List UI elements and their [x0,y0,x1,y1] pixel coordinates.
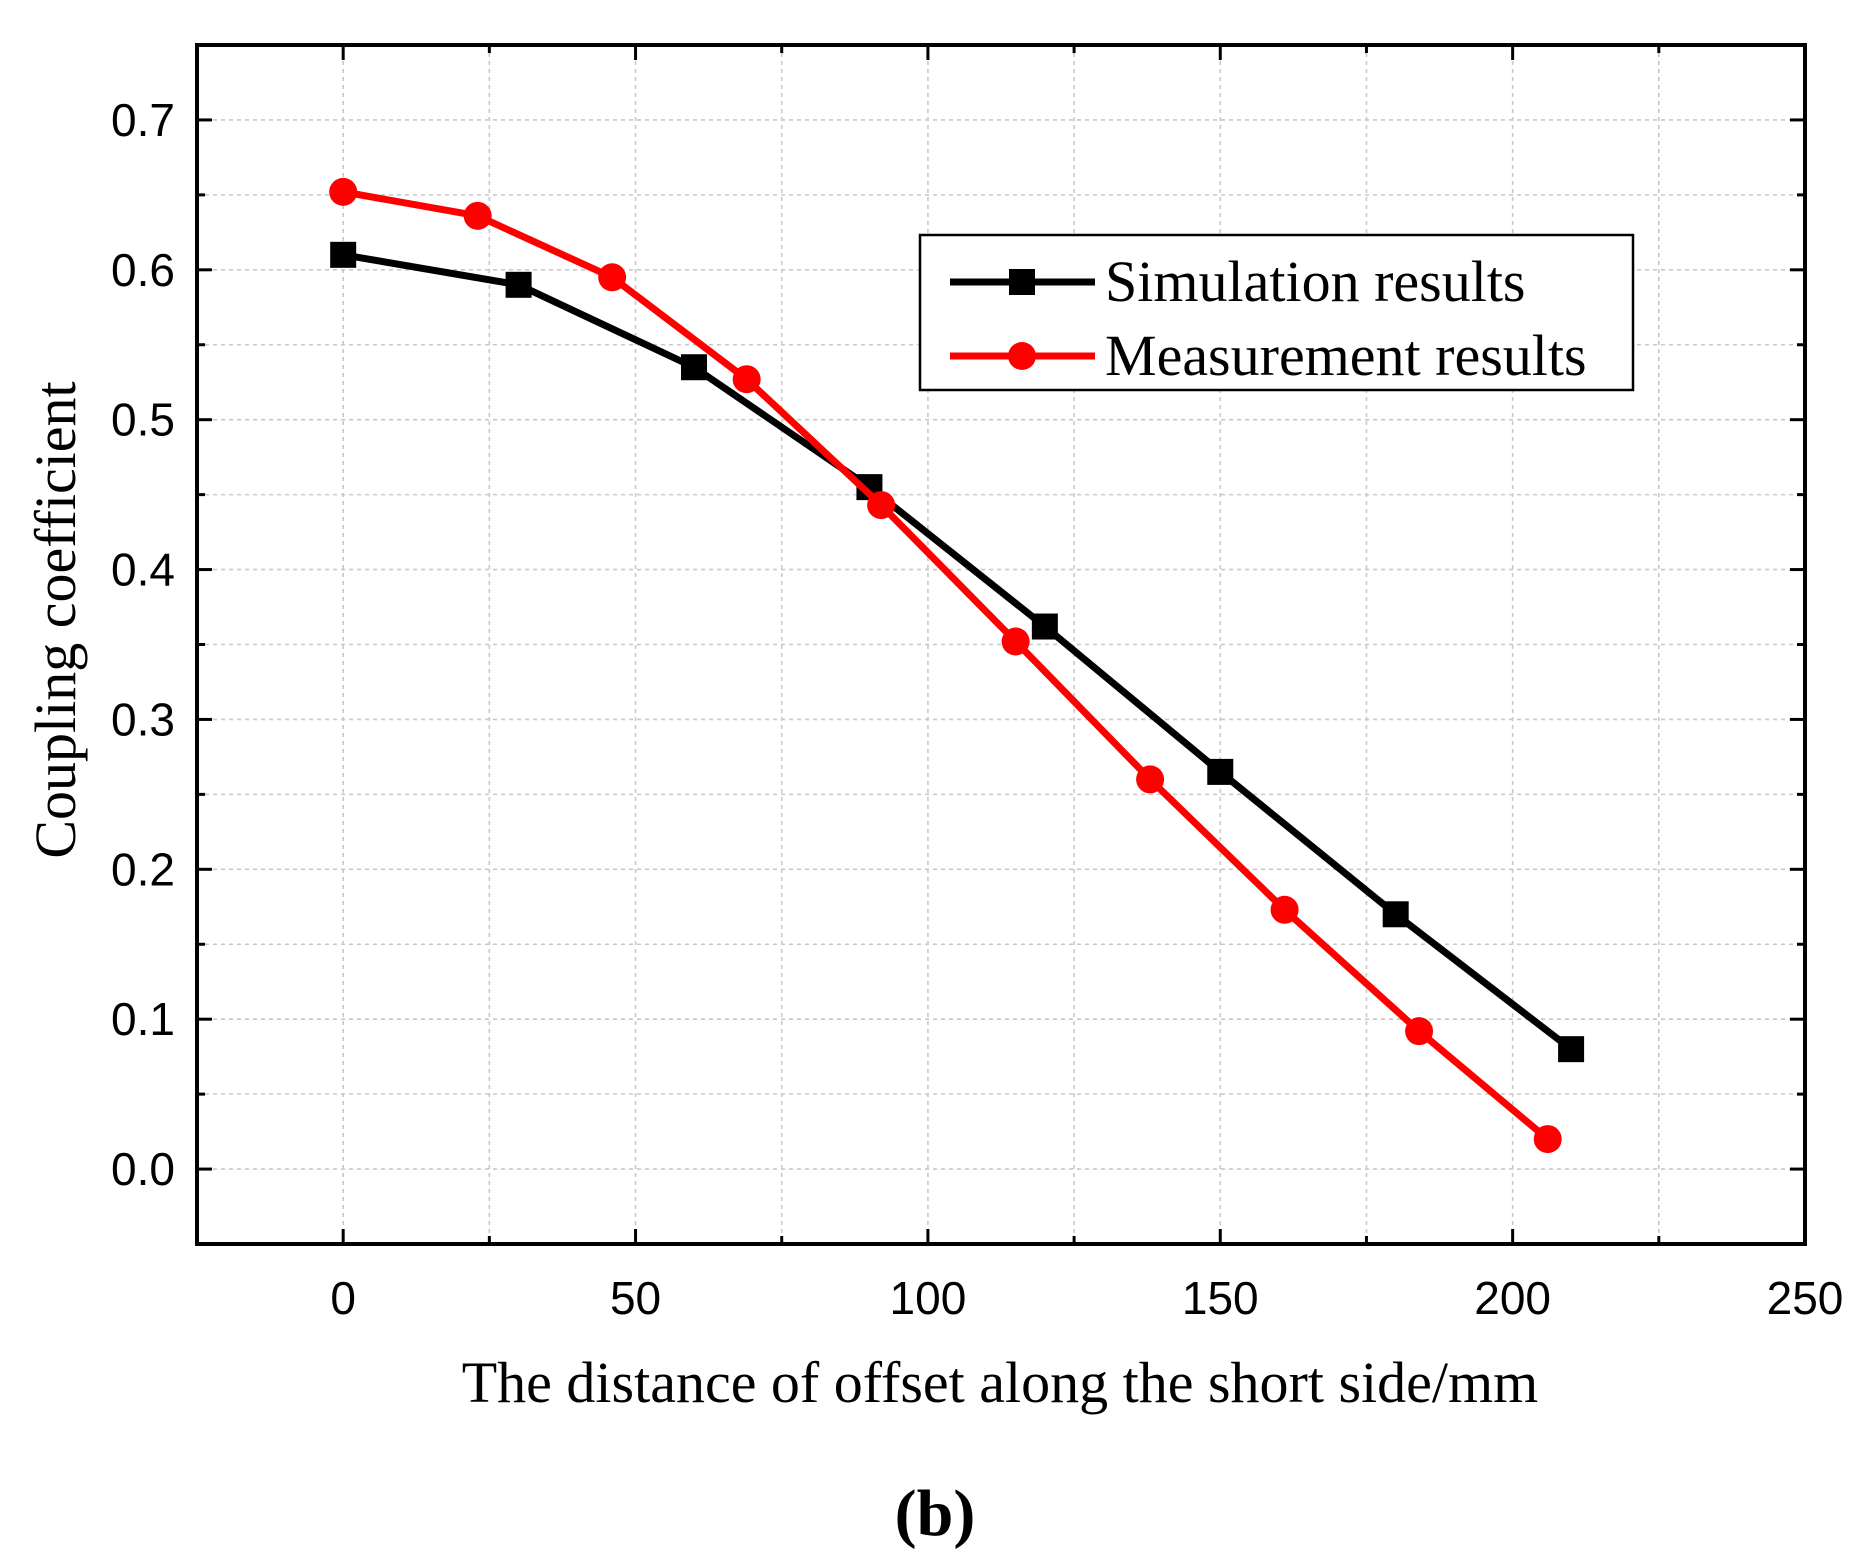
x-tick-label: 150 [1182,1272,1259,1324]
measurement-results-point [1270,895,1299,924]
y-tick-label: 0.5 [111,394,175,446]
y-tick-label: 0.2 [111,843,175,895]
x-axis-title: The distance of offset along the short s… [462,1350,1539,1415]
simulation-results-point [1558,1036,1585,1063]
panel-label: (b) [895,1477,976,1550]
legend-measurement-results-label: Measurement results [1105,323,1587,388]
y-tick-label: 0.0 [111,1143,175,1195]
legend-simulation-results-label: Simulation results [1105,249,1526,314]
y-tick-label: 0.6 [111,244,175,296]
simulation-results-point [505,271,532,298]
legend-box [918,233,1635,392]
measurement-results-line [342,188,1550,1142]
x-tick-label: 250 [1767,1272,1844,1324]
measurement-results-point [329,177,358,206]
simulation-results-point [1207,758,1234,785]
simulation-results-point [681,354,708,381]
measurement-results-point [1405,1017,1434,1046]
x-tick-label: 0 [330,1272,356,1324]
grid [197,45,1805,1244]
y-axis-title: Coupling coefficient [23,381,88,858]
y-tick-label: 0.3 [111,693,175,745]
measurement-results-point [1533,1125,1562,1154]
simulation-results-point [1382,901,1409,928]
y-tick-label: 0.1 [111,993,175,1045]
simulation-results-line [342,251,1574,1052]
legend: Simulation results Measurement results [918,233,1635,392]
measurement-results-point [732,365,761,394]
series [329,177,1585,1154]
measurement-results-point [1136,765,1165,794]
simulation-results-point [330,241,357,268]
x-tick-label: 100 [890,1272,967,1324]
y-tick-label: 0.4 [111,544,175,596]
measurement-results-point [598,263,627,292]
measurement-results-point [1001,627,1030,656]
x-tick-label: 200 [1474,1272,1551,1324]
legend-simulation-results-marker [1009,269,1035,295]
simulation-results-point [1031,613,1058,640]
y-tick-label: 0.7 [111,94,175,146]
axes: 0 50 100 150 200 250 0.0 0.1 0.2 0.3 0.4 0.5 0.6 0.7 [111,43,1844,1324]
legend-measurement-results-marker [1008,342,1036,370]
x-tick-label: 50 [610,1272,661,1324]
measurement-results-point [463,201,492,230]
measurement-results-point [867,491,896,520]
